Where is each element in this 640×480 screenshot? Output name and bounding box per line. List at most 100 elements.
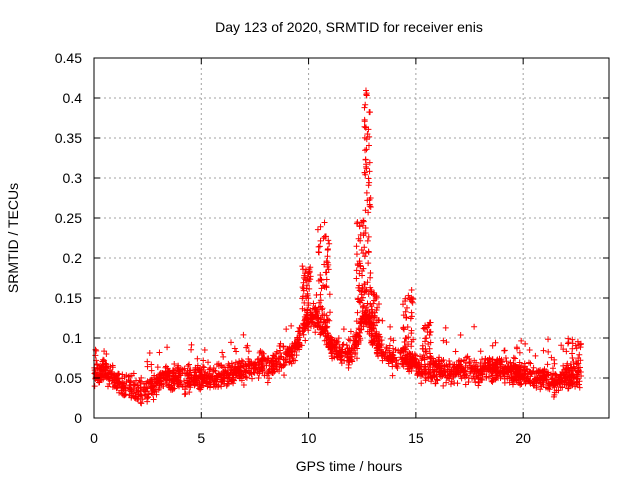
data-point [473,359,480,366]
data-point [323,233,330,240]
data-point [489,378,496,385]
data-point [512,355,519,362]
y-tick-label: 0.4 [63,90,83,106]
data-point [334,338,341,345]
data-point [148,390,155,397]
data-point [148,367,155,374]
data-point [326,240,333,247]
data-point [156,385,163,392]
data-point [324,246,331,253]
data-point [231,345,238,352]
data-point [407,315,414,322]
data-point [125,377,132,384]
data-point [479,356,486,363]
data-point [153,391,160,398]
data-point [361,169,368,176]
data-point [92,352,99,359]
data-point [380,349,387,356]
data-point [401,326,407,333]
data-point [307,264,314,271]
data-point [373,333,380,340]
data-point [299,284,306,291]
data-point [353,318,360,325]
data-point [525,359,532,366]
data-point [256,360,263,367]
data-point [235,367,242,374]
data-point [560,362,567,369]
data-point [240,331,247,338]
data-point [477,348,484,355]
data-point [228,339,235,346]
data-point [164,373,171,380]
data-point [368,320,375,327]
data-point [187,384,194,391]
data-point [259,355,266,362]
data-point [509,381,516,388]
data-point [104,383,111,390]
data-point [182,383,189,390]
data-point [317,223,324,230]
y-tick-label: 0.2 [63,250,83,266]
data-point [418,380,425,387]
data-point [318,330,325,337]
data-point [513,374,520,381]
data-point [496,355,503,362]
data-point [574,338,581,345]
data-point [368,287,375,294]
data-point [302,266,309,273]
data-point [355,295,362,302]
data-point [256,349,263,356]
data-point [317,237,324,244]
data-point [336,348,343,355]
data-point [557,383,564,390]
data-point [501,347,508,354]
data-point [364,279,371,286]
data-point [569,336,576,343]
data-point [324,323,331,330]
data-point [572,359,579,366]
data-point [207,384,214,391]
data-point [148,383,155,390]
data-point [550,393,557,400]
data-point [198,368,205,375]
data-point [483,368,490,375]
data-point [390,337,397,344]
y-tick-label: 0.3 [63,170,83,186]
data-point [361,123,368,130]
data-point [456,363,463,370]
data-point [194,355,201,362]
data-point [366,109,373,116]
data-point [483,374,490,381]
data-point [199,378,206,385]
data-point [339,346,346,353]
data-point [91,383,98,390]
data-point [369,310,376,317]
data-point [520,376,527,383]
y-axis-label: SRMTID / TECUs [5,183,21,293]
data-point [373,293,380,300]
data-point [122,384,129,391]
data-point [353,336,360,343]
data-point [197,386,204,393]
data-point [345,336,352,343]
data-point [245,348,252,355]
data-point [422,338,429,345]
data-point [353,267,360,274]
data-point [208,373,215,380]
data-point [324,263,331,270]
data-point [332,343,339,350]
data-point [510,354,517,361]
data-point [188,341,195,348]
data-point [576,341,583,348]
data-point [328,353,335,360]
data-point [220,353,227,360]
data-point [403,335,410,342]
data-point [316,299,323,306]
data-point [98,372,105,379]
data-point [300,287,307,294]
data-point [232,374,239,381]
data-point [243,374,250,381]
data-point [353,243,360,250]
data-point [360,218,367,225]
data-point [497,373,504,380]
